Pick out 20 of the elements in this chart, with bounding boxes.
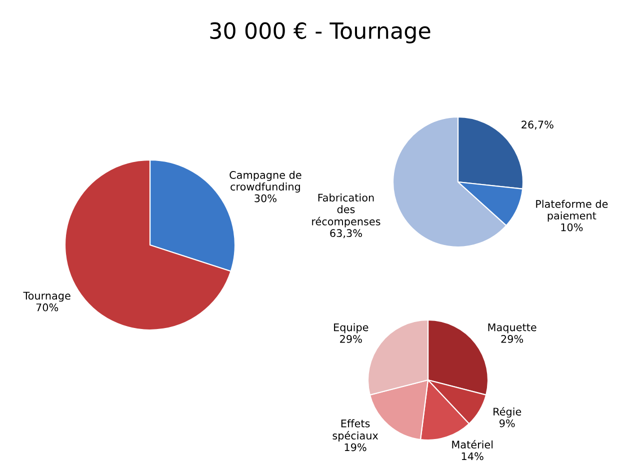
data-label: 19% [344,443,366,452]
data-label: 14% [462,452,484,460]
data-label: 63,3% [330,229,362,238]
slice-label: Régie [494,407,522,418]
slice-label: Fabrication des récompenses [312,194,380,228]
chart-title: 30 000 € - Tournage [210,22,430,44]
slice-label: Matériel [452,440,493,449]
data-label: 10% [561,223,583,232]
data-label: 29% [501,335,524,343]
data-label: 30% [254,194,276,202]
slice-label: Campagne de crowdfunding [230,170,302,193]
slice-label: Maquette [488,323,536,334]
slice-label: Effets spéciaux [332,419,378,442]
slice-label: Tournage [23,292,70,302]
data-label: 70% [36,303,58,312]
slice-label: Plateforme de paiement [536,200,608,222]
slice-label: Equipe [334,323,368,334]
data-label: 29% [340,335,362,343]
data-label: 26,7% [522,120,554,130]
data-label: 9% [499,419,515,428]
